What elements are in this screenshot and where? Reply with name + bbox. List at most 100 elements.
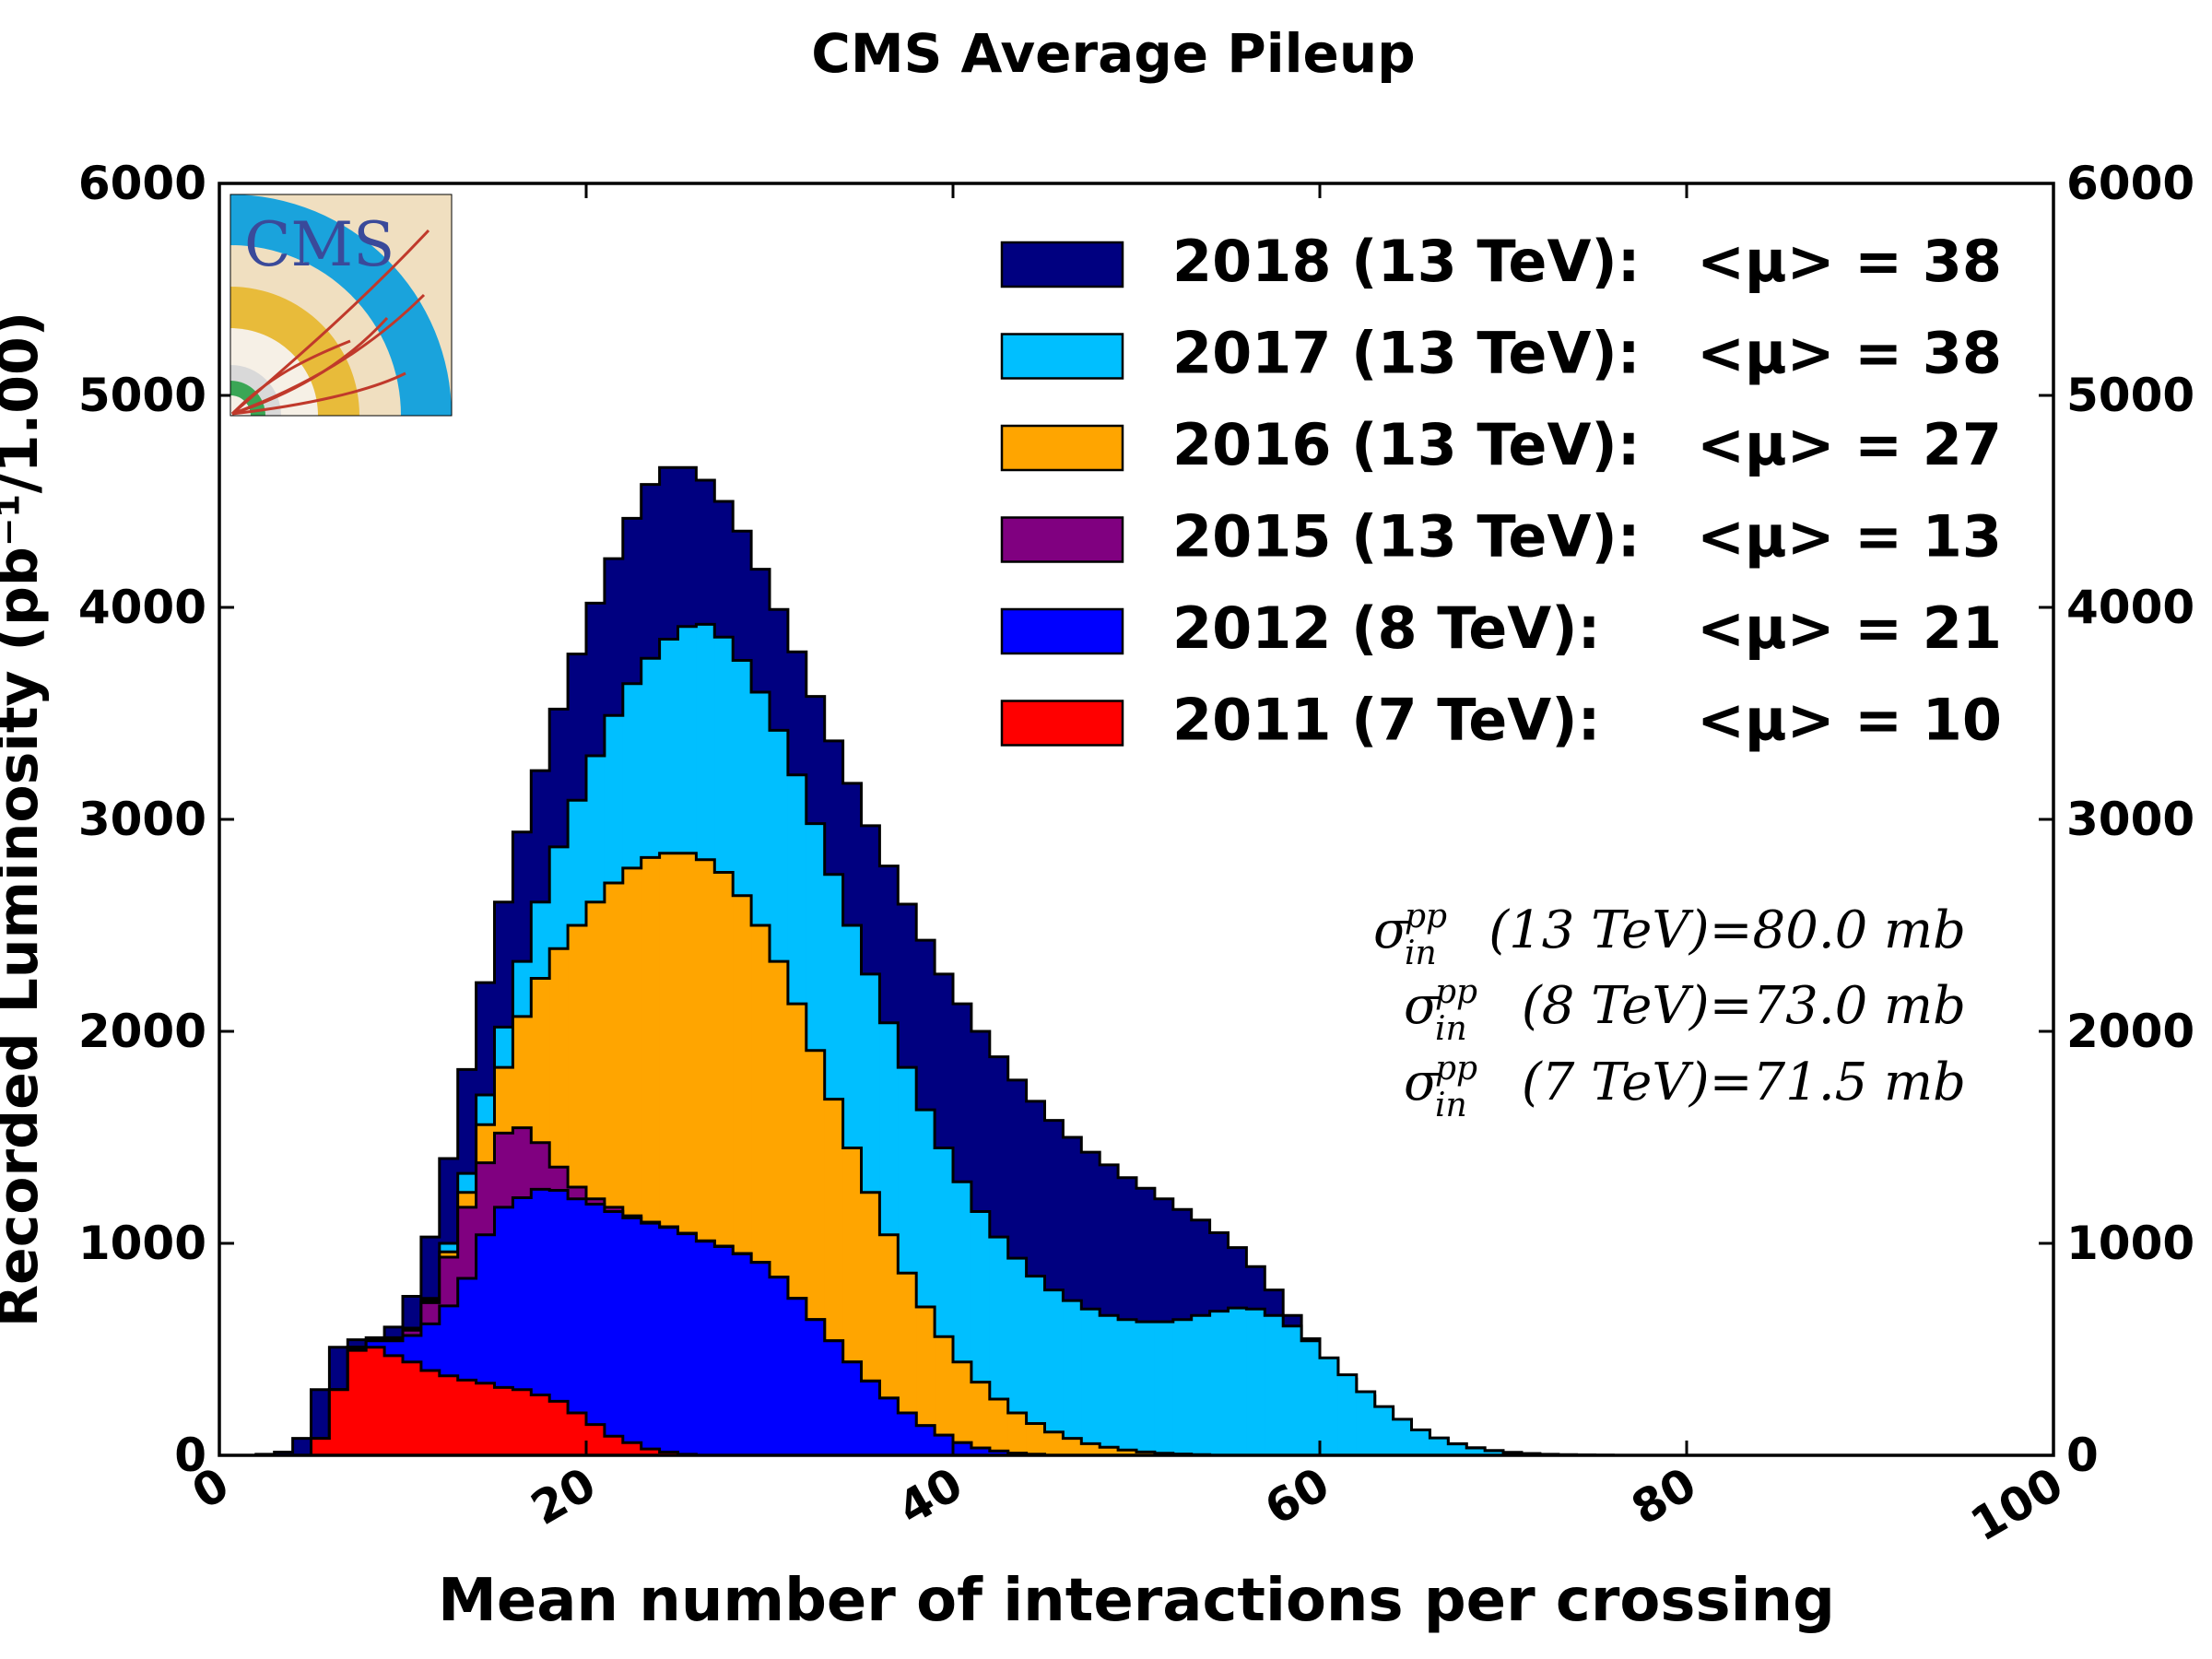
bar [898, 1273, 917, 1455]
cms-logo: CMS [229, 194, 453, 417]
bar [439, 1375, 459, 1455]
bar [1154, 1322, 1174, 1455]
bar [549, 1190, 569, 1455]
series-outline [310, 1187, 1046, 1456]
bar [1081, 1443, 1100, 1455]
bar [1136, 1322, 1156, 1455]
legend-mu-value: <μ> = 21 [1697, 594, 2002, 662]
bar [347, 1350, 367, 1455]
bar [641, 1449, 661, 1455]
y-tick-label: 5000 [78, 369, 206, 422]
bar [770, 1277, 789, 1455]
bar [1044, 1289, 1064, 1455]
annotation-sigma: σ [1404, 976, 1441, 1036]
y-tick-label-right: 4000 [2066, 581, 2194, 634]
y-tick-label-right: 6000 [2066, 157, 2194, 210]
bar [971, 1382, 991, 1455]
bar [1320, 1358, 1339, 1455]
bar [1246, 1309, 1265, 1455]
annotation-subscript: in [1435, 1087, 1467, 1124]
annotation-superscript: pp [1435, 973, 1477, 1011]
bar [879, 1397, 899, 1455]
bar [1081, 1309, 1100, 1455]
bar [1337, 1374, 1358, 1455]
bar [1007, 1258, 1028, 1455]
legend-label: 2017 (13 TeV): [1172, 320, 1641, 387]
y-tick-label: 6000 [78, 157, 206, 210]
bar [1301, 1340, 1321, 1455]
bar [1063, 1300, 1082, 1455]
bar [311, 1438, 330, 1455]
bar [1026, 1276, 1046, 1455]
bar [622, 1218, 642, 1455]
bar [457, 1380, 477, 1455]
y-tick-label: 1000 [78, 1217, 206, 1270]
bar [677, 1233, 697, 1455]
bar [1026, 1423, 1046, 1455]
bar [916, 1307, 935, 1455]
bar [641, 1223, 661, 1455]
legend-mu-value: <μ> = 38 [1697, 228, 2002, 295]
legend-mu-value: <μ> = 27 [1697, 411, 2002, 478]
annotation-subscript: in [1405, 935, 1437, 972]
bar [568, 1413, 587, 1455]
legend-mu-value: <μ> = 10 [1697, 687, 2002, 754]
bar [1448, 1443, 1467, 1455]
bar [292, 1438, 312, 1455]
bar [1100, 1315, 1119, 1455]
y-tick-label: 4000 [78, 581, 206, 634]
bar [1430, 1438, 1449, 1455]
legend-swatch [1000, 607, 1124, 655]
bar [512, 1389, 532, 1455]
bar [1007, 1413, 1028, 1455]
bar [1228, 1308, 1247, 1455]
bar [604, 1436, 624, 1455]
bar [420, 1371, 441, 1455]
bar [861, 1381, 880, 1455]
bar [1136, 1452, 1156, 1455]
legend-swatch [1000, 241, 1124, 288]
bar [659, 1227, 679, 1455]
bar [1393, 1418, 1413, 1455]
bar [531, 1394, 550, 1455]
bar [787, 1298, 807, 1455]
legend: 2018 (13 TeV): <μ> = 38 2017 (13 TeV): <μ> … [1000, 228, 2002, 754]
histogram-bars [254, 465, 1615, 1457]
bar [824, 1340, 844, 1455]
annotation-text: (7 TeV)=71.5 mb [1522, 1053, 1966, 1112]
bar [1466, 1447, 1486, 1455]
legend-label: 2016 (13 TeV): [1172, 411, 1641, 478]
bar [953, 1361, 972, 1455]
y-axis-label: Recorded Luminosity (pb⁻¹/1.00) [0, 312, 51, 1327]
legend-swatch [1000, 424, 1124, 472]
bar [842, 1361, 863, 1455]
bar [1265, 1315, 1284, 1455]
series-outline [310, 1346, 698, 1456]
bar [1118, 1319, 1137, 1455]
bar [403, 1361, 422, 1455]
bar [935, 1336, 954, 1455]
annotation-sigma: σ [1373, 900, 1410, 960]
bar [1172, 1319, 1193, 1455]
series-0 [310, 1346, 698, 1456]
bar [733, 1253, 752, 1455]
bar [935, 1435, 954, 1455]
bar [971, 1447, 991, 1455]
bar [1209, 1311, 1230, 1455]
bar [1100, 1447, 1119, 1455]
bar [329, 1389, 348, 1455]
bar [751, 1262, 771, 1455]
annotation-superscript: pp [1405, 898, 1447, 935]
legend-mu-value: <μ> = 13 [1697, 503, 2002, 571]
bar [1411, 1430, 1430, 1455]
bar [494, 1387, 513, 1455]
y-tick-label-right: 3000 [2066, 793, 2194, 846]
bar [586, 1204, 606, 1455]
cms-logo-text: CMS [244, 209, 394, 280]
y-tick-label-right: 2000 [2066, 1005, 2194, 1058]
bar [989, 1451, 1009, 1455]
bar [622, 1442, 642, 1455]
legend-label: 2011 (7 TeV): [1172, 687, 1600, 754]
bar [989, 1399, 1009, 1455]
